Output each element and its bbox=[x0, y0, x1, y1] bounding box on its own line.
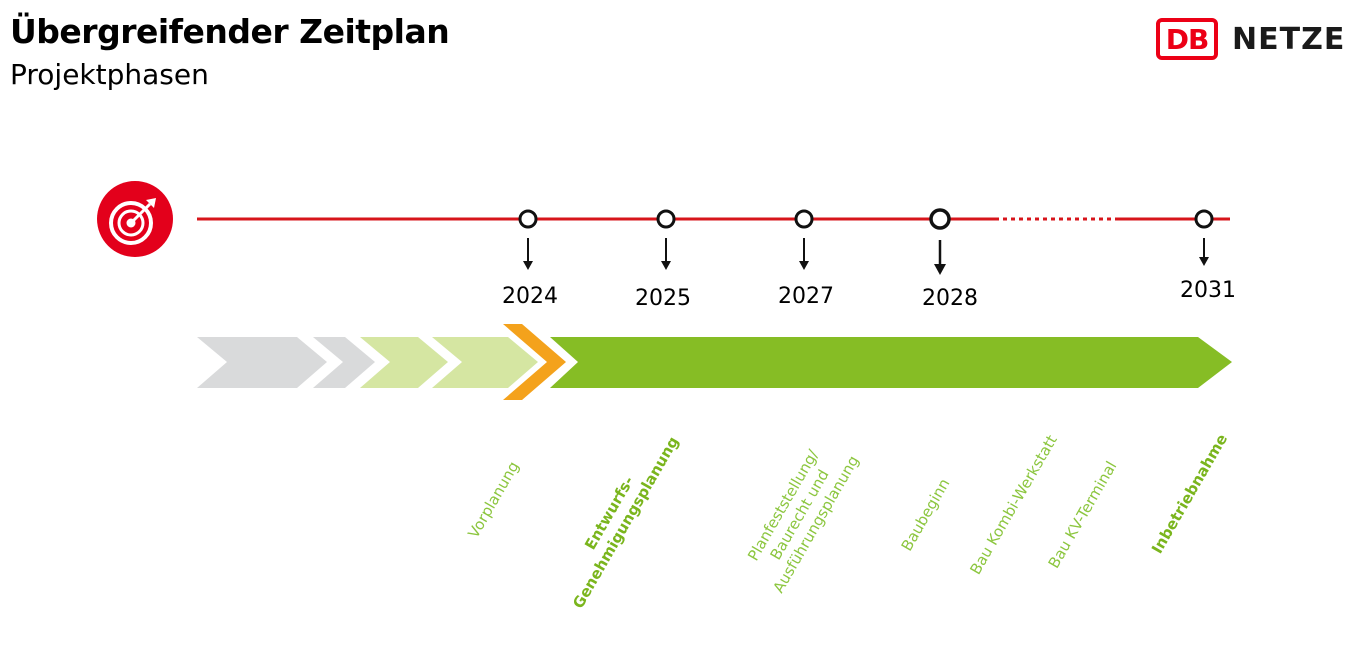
milestone-2031 bbox=[1194, 209, 1214, 266]
year-label-2025: 2025 bbox=[635, 286, 691, 311]
milestone-2024 bbox=[518, 209, 538, 270]
milestone-2027 bbox=[794, 209, 814, 270]
year-label-2028: 2028 bbox=[922, 286, 978, 311]
logo-text: NETZE bbox=[1232, 21, 1346, 57]
chevron-orange bbox=[503, 324, 566, 400]
year-label-2027: 2027 bbox=[778, 284, 834, 309]
year-label-2031: 2031 bbox=[1180, 278, 1236, 303]
page-subtitle: Projektphasen bbox=[10, 58, 209, 91]
target-icon bbox=[97, 181, 173, 257]
milestone-2028 bbox=[929, 208, 951, 275]
milestone-2025 bbox=[656, 209, 676, 270]
chevron-light-green-1 bbox=[360, 337, 448, 388]
db-logo-mark: DB bbox=[1156, 18, 1218, 60]
chevron-light-green-2 bbox=[432, 337, 538, 388]
chevron-grey-2 bbox=[313, 337, 375, 388]
year-label-2024: 2024 bbox=[502, 284, 558, 309]
db-netze-logo: DB NETZE bbox=[1156, 18, 1345, 60]
page-title: Übergreifender Zeitplan bbox=[10, 12, 450, 51]
phase-chevrons bbox=[197, 324, 1232, 400]
chevron-grey-1 bbox=[197, 337, 327, 388]
main-green-arrow bbox=[550, 337, 1232, 388]
